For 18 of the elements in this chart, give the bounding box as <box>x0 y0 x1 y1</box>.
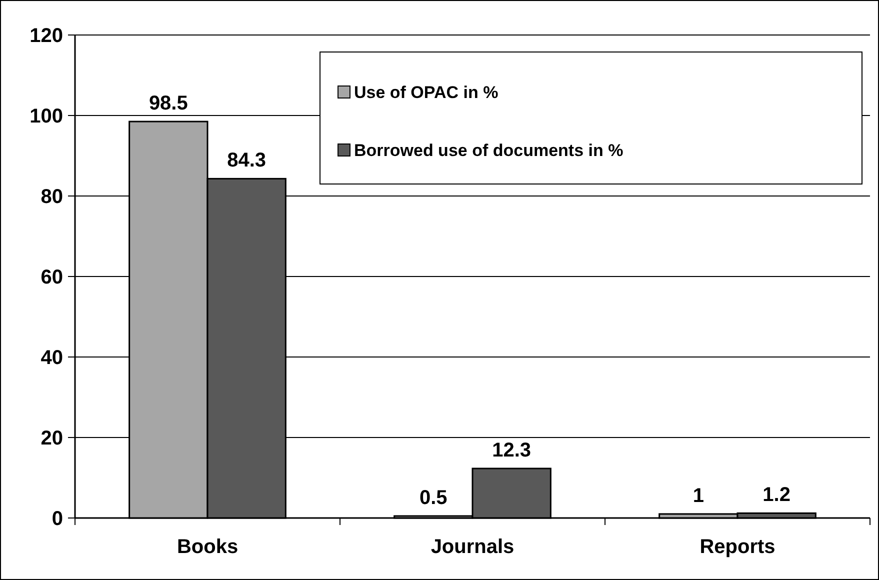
data-label: 0.5 <box>420 486 448 509</box>
x-tick-label: Journals <box>430 536 514 558</box>
x-tick-label: Books <box>176 536 238 558</box>
data-label: 1.2 <box>762 484 790 506</box>
y-tick-label: 20 <box>40 428 63 450</box>
data-label: 98.5 <box>148 92 188 115</box>
legend-label: Borrowed use of documents in % <box>354 140 624 160</box>
y-tick-label: 40 <box>40 347 63 369</box>
data-label: 12.3 <box>492 439 532 462</box>
y-tick-label: 60 <box>40 266 63 288</box>
y-tick-label: 80 <box>40 186 63 208</box>
legend-label: Use of OPAC in % <box>354 82 498 102</box>
data-label: 1 <box>692 484 704 507</box>
x-tick-label: Reports <box>700 536 776 558</box>
y-tick-label: 100 <box>30 106 63 128</box>
data-label: 84.3 <box>227 150 266 172</box>
y-tick-label: 0 <box>52 508 63 530</box>
y-tick-label: 120 <box>30 25 63 47</box>
